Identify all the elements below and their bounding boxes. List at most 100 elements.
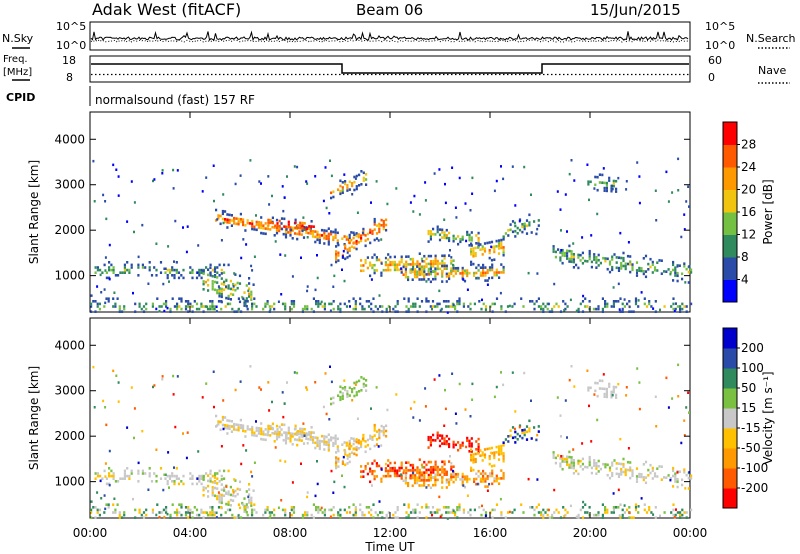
power-cell: [343, 302, 346, 306]
power-cell: [647, 262, 650, 266]
power-cell: [291, 226, 294, 230]
power-cell: [493, 189, 496, 193]
power-cell: [150, 274, 154, 277]
power-cell: [559, 256, 562, 259]
velocity-cell: [681, 513, 684, 517]
power-cell: [273, 307, 276, 311]
velocity-cell: [516, 432, 519, 436]
velocity-cell: [670, 511, 673, 514]
power-cell: [373, 271, 376, 275]
power-cell: [563, 308, 566, 312]
power-cell: [502, 253, 505, 257]
velocity-cell: [393, 472, 396, 475]
power-cell: [233, 272, 236, 275]
power-cell: [429, 262, 433, 266]
power-cell: [316, 230, 319, 234]
freq-panel-frame: [89, 55, 691, 83]
power-cell: [145, 302, 148, 306]
velocity-cell: [676, 477, 679, 481]
power-cell: [301, 307, 304, 311]
velocity-cell: [345, 444, 348, 447]
cpid-label: CPID: [6, 91, 35, 104]
power-cell: [104, 256, 107, 259]
velocity-cell: [345, 511, 349, 514]
power-cell: [352, 297, 355, 300]
velocity-cell: [316, 436, 319, 440]
velocity-cell: [523, 433, 526, 437]
power-cell: [361, 305, 364, 308]
velocity-cell: [216, 477, 219, 480]
velocity-cell: [218, 493, 221, 496]
power-cell: [564, 193, 567, 196]
velocity-cell: [495, 445, 498, 449]
velocity-cell: [564, 399, 567, 402]
velocity-cell: [182, 432, 184, 435]
power-cell: [262, 232, 265, 235]
power-cell: [452, 303, 455, 306]
power-cell: [362, 269, 365, 272]
power-cell: [660, 259, 663, 262]
power-cell: [402, 263, 406, 266]
velocity-cell: [402, 479, 405, 482]
power-cell: [629, 255, 632, 258]
power-cell: [548, 310, 551, 313]
colorbar-segment: [723, 368, 737, 389]
velocity-cell: [493, 464, 496, 467]
velocity-cell: [335, 461, 338, 465]
velocity-cell: [605, 393, 608, 396]
power-cell: [676, 305, 679, 308]
power-cell: [128, 271, 131, 274]
velocity-cell: [411, 463, 415, 467]
power-cell: [479, 271, 482, 275]
velocity-cell: [679, 511, 682, 514]
velocity-cell: [530, 399, 532, 402]
colorbar-segment: [723, 388, 737, 409]
power-cell: [359, 302, 362, 306]
velocity-cell: [572, 459, 575, 462]
power-cell: [601, 307, 604, 311]
power-cell: [252, 283, 255, 286]
power-cell: [394, 310, 397, 313]
velocity-cell: [375, 443, 379, 446]
velocity-cell: [634, 508, 638, 512]
velocity-cell: [364, 450, 367, 454]
velocity-cell: [493, 451, 496, 454]
velocity-cell: [354, 508, 357, 512]
velocity-cell: [495, 479, 498, 483]
power-cell: [439, 267, 442, 271]
power-cell: [623, 305, 626, 308]
power-cell: [197, 244, 200, 247]
velocity-cell: [504, 438, 507, 441]
velocity-cell: [433, 378, 436, 381]
power-cell: [137, 266, 140, 269]
power-cell: [525, 219, 529, 222]
velocity-cell: [355, 453, 358, 457]
power-cell: [439, 262, 442, 265]
power-cell: [273, 226, 276, 229]
velocity-cell: [217, 491, 220, 494]
velocity-cell: [566, 455, 569, 459]
power-cell: [260, 231, 263, 235]
power-cell: [107, 300, 110, 303]
power-cell: [658, 259, 661, 262]
velocity-cell: [429, 438, 432, 442]
power-cell: [411, 257, 415, 261]
power-cell: [461, 266, 464, 270]
velocity-cell: [173, 480, 176, 483]
velocity-cell: [134, 516, 137, 519]
velocity-cell: [497, 450, 501, 454]
velocity-cell: [676, 511, 679, 514]
power-cell: [572, 255, 575, 259]
power-cell: [642, 272, 645, 276]
velocity-cell: [301, 516, 304, 519]
velocity-cell: [309, 435, 312, 439]
power-cell: [351, 184, 354, 188]
velocity-cell: [441, 460, 444, 464]
velocity-cell: [255, 511, 258, 514]
power-cell: [407, 278, 410, 282]
velocity-cell: [332, 441, 335, 445]
power-cell: [409, 268, 412, 271]
velocity-cell: [632, 516, 635, 519]
power-cell: [362, 233, 365, 236]
velocity-cell: [371, 438, 374, 441]
